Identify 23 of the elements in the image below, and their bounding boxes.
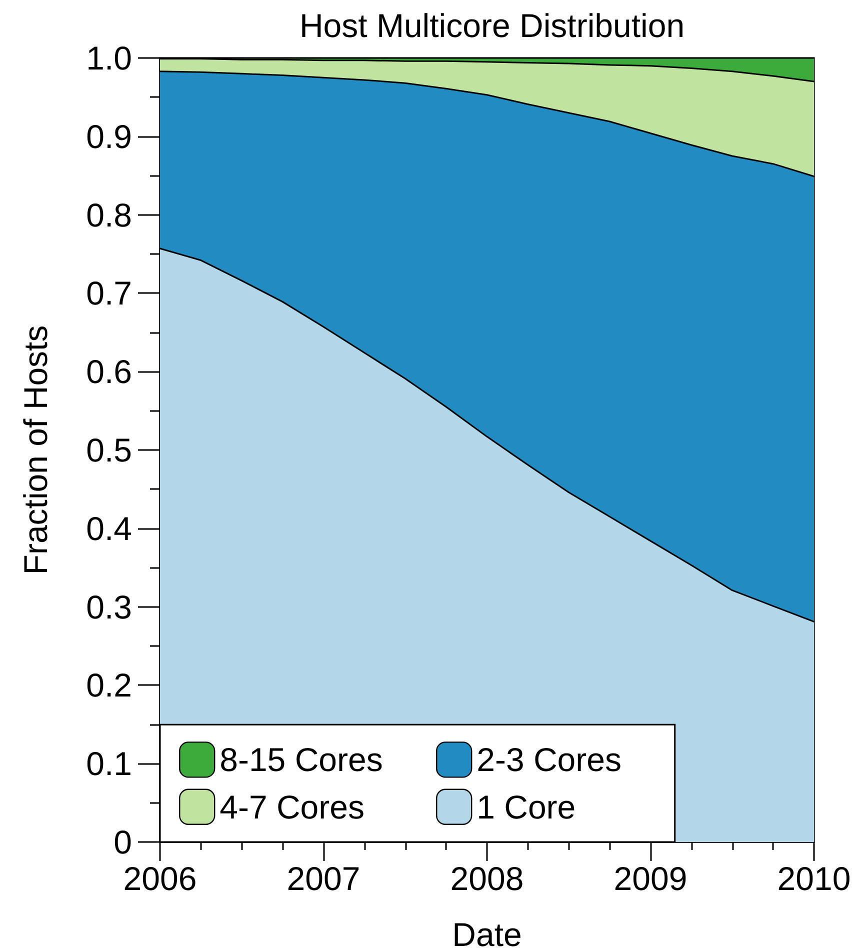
y-tick-label: 0.8	[86, 196, 132, 234]
chart-title: Host Multicore Distribution	[299, 7, 685, 44]
y-tick-label: 0.1	[86, 745, 132, 782]
y-tick-label: 0.3	[86, 588, 132, 626]
y-tick-label: 0.4	[86, 510, 132, 547]
x-tick-label: 2007	[286, 860, 360, 897]
y-tick-label: 0.2	[86, 666, 132, 704]
legend-label: 8-15 Cores	[220, 741, 383, 778]
y-tick-label: 0	[114, 824, 132, 860]
y-tick-label: 0.5	[86, 432, 132, 468]
y-axis-title: Fraction of Hosts	[17, 325, 54, 575]
legend-label: 4-7 Cores	[220, 788, 364, 826]
x-axis-title: Date	[452, 916, 522, 949]
legend-label: 2-3 Cores	[476, 741, 622, 778]
y-tick-label: 0.9	[86, 118, 132, 155]
x-tick-label: 2006	[123, 860, 197, 897]
x-tick-label: 2008	[450, 860, 524, 897]
y-tick-label: 1.0	[86, 40, 132, 76]
x-tick-label: 2010	[777, 860, 851, 897]
y-tick-label: 0.6	[86, 353, 132, 390]
legend-label: 1 Core	[476, 788, 576, 826]
y-tick-label: 0.7	[86, 274, 132, 312]
x-tick-label: 2009	[614, 860, 688, 897]
